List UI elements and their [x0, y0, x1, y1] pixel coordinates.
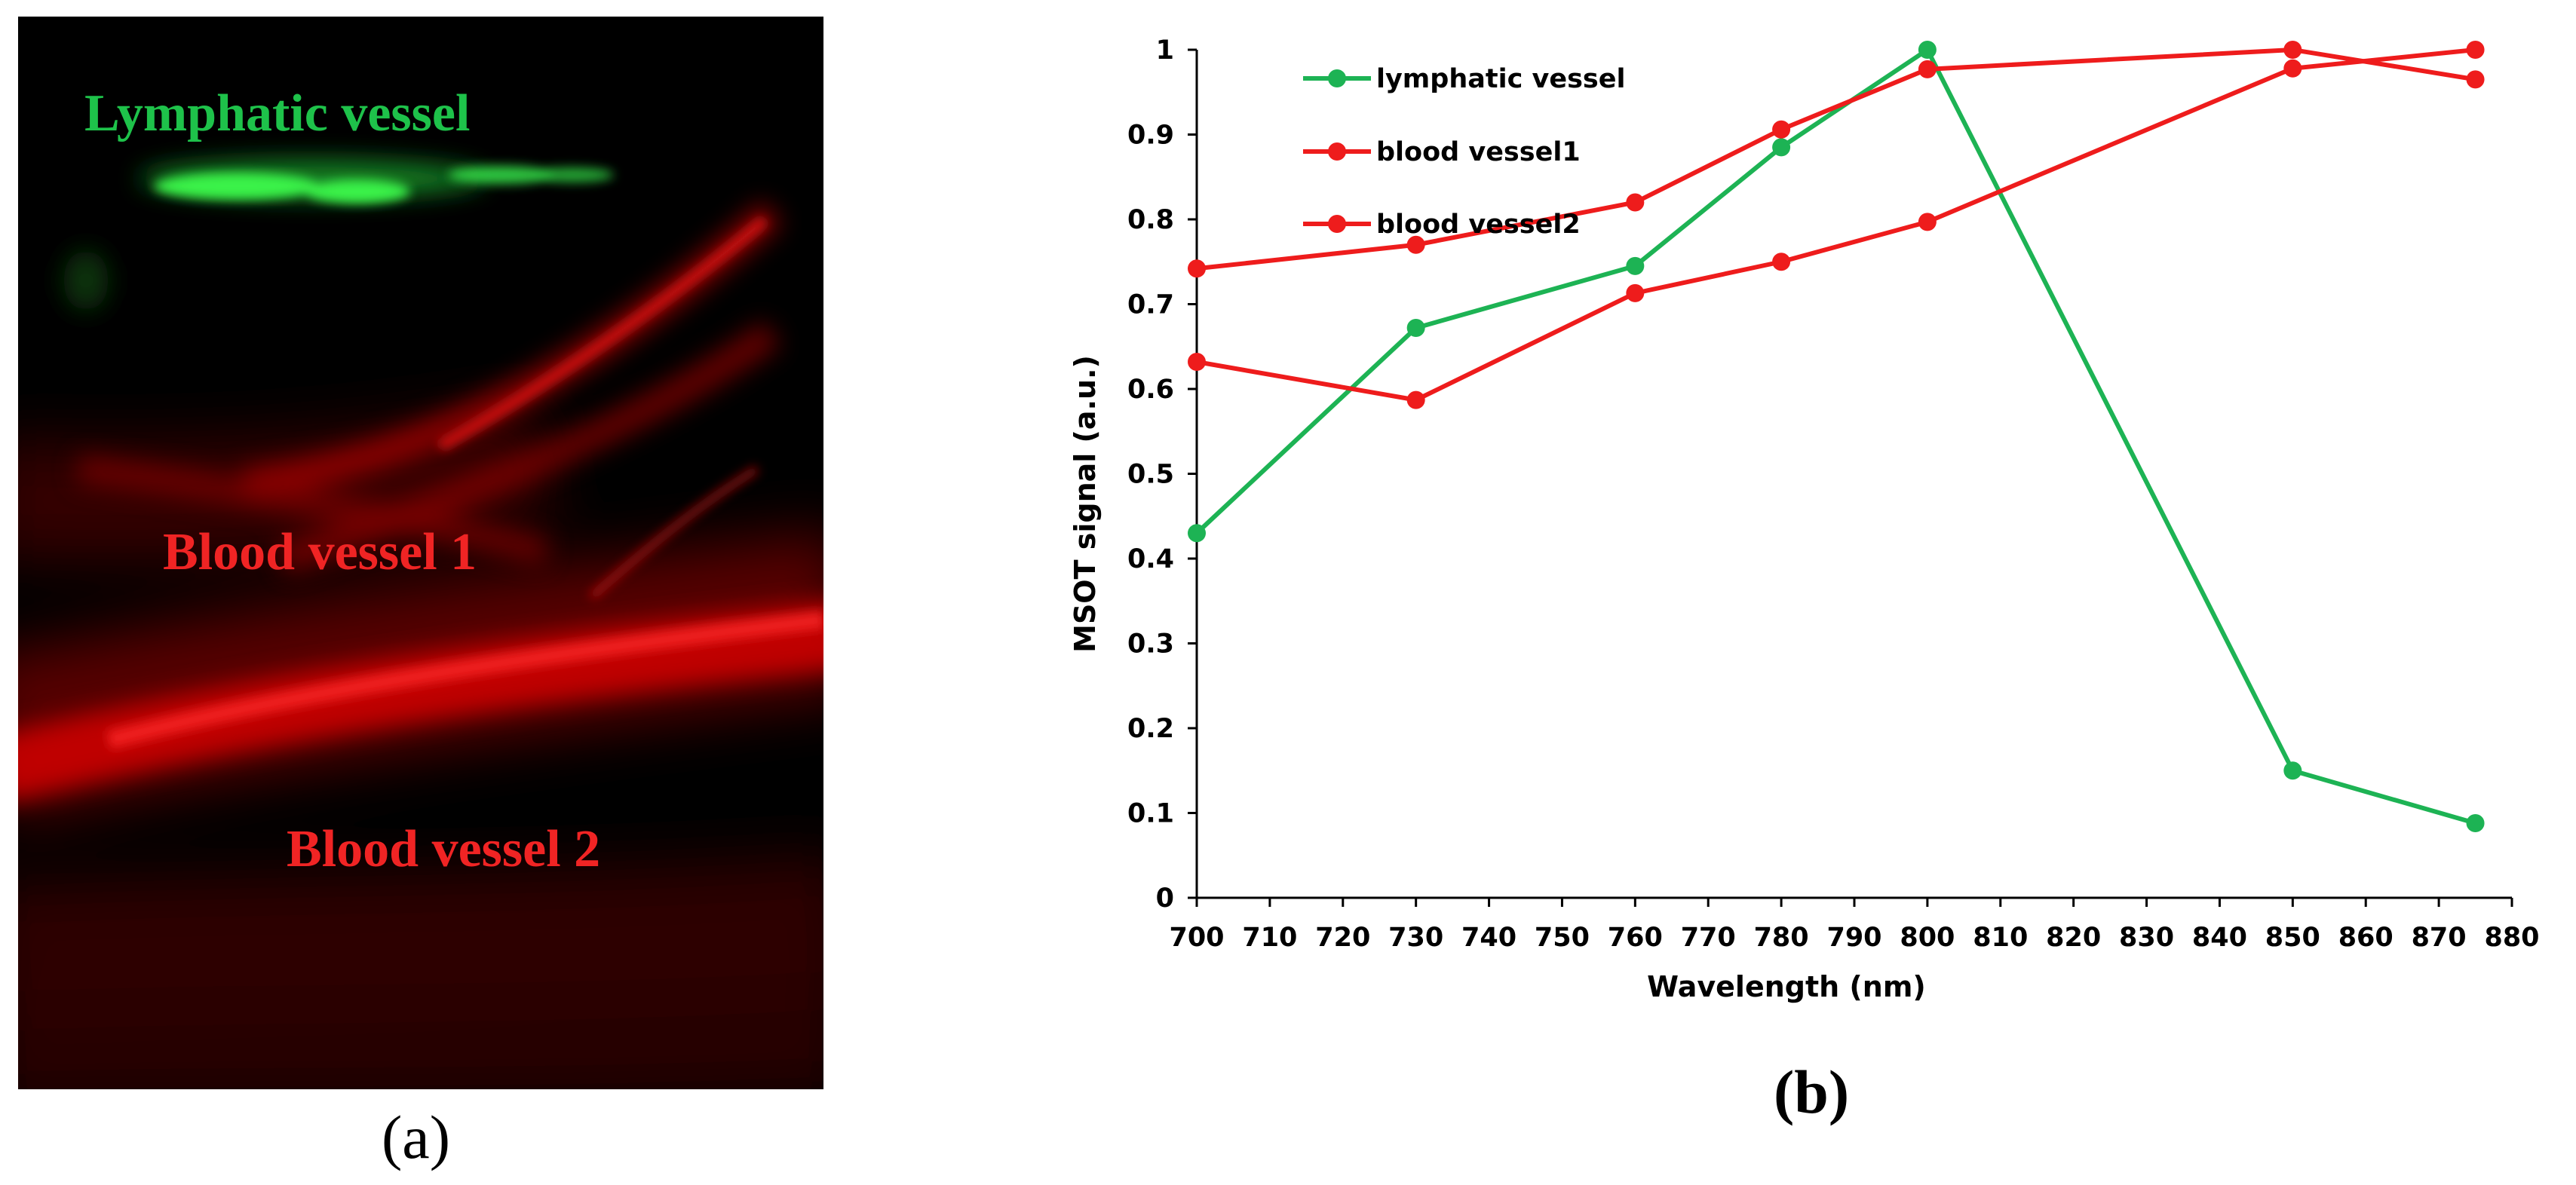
- data-point: [1626, 283, 1645, 302]
- chart-series: [1188, 41, 2485, 832]
- x-tick-label: 860: [2338, 923, 2394, 953]
- legend-label: blood vessel2: [1376, 210, 1581, 240]
- data-point: [1772, 253, 1791, 271]
- data-point: [1918, 213, 1937, 231]
- data-point: [2466, 70, 2485, 89]
- x-tick-label: 850: [2265, 923, 2320, 953]
- data-point: [1406, 390, 1425, 409]
- legend-label: blood vessel1: [1376, 137, 1581, 167]
- x-tick-label: 800: [1900, 923, 1955, 953]
- data-point: [1406, 235, 1425, 254]
- y-tick-label: 0.7: [1127, 290, 1174, 320]
- y-tick-label: 0.1: [1127, 799, 1174, 829]
- y-tick-label: 0.2: [1127, 714, 1174, 744]
- legend-swatch-marker: [1328, 142, 1346, 161]
- fluorescence-image: Lymphatic vessel Blood vessel 1 Blood ve…: [18, 17, 823, 1089]
- x-axis-title: Wavelength (nm): [1647, 970, 1926, 1003]
- data-point: [2283, 59, 2302, 78]
- x-tick-label: 820: [2046, 923, 2101, 953]
- legend-label: lymphatic vessel: [1376, 64, 1625, 94]
- x-tick-label: 750: [1535, 923, 1590, 953]
- data-point: [1188, 353, 1206, 371]
- fluorescence-image-graphic: [18, 17, 823, 1089]
- data-point: [1626, 193, 1645, 212]
- data-point: [1406, 319, 1425, 337]
- label-blood-vessel-2: Blood vessel 2: [287, 820, 601, 878]
- x-tick-label: 780: [1754, 923, 1809, 953]
- data-point: [2283, 41, 2302, 59]
- y-tick-label: 1: [1156, 35, 1174, 66]
- x-tick-label: 710: [1242, 923, 1297, 953]
- x-tick-label: 740: [1461, 923, 1516, 953]
- y-tick-label: 0.3: [1127, 629, 1174, 660]
- x-tick-label: 730: [1388, 923, 1443, 953]
- data-point: [1918, 41, 1937, 59]
- y-axis-title: MSOT signal (a.u.): [1069, 355, 1102, 653]
- y-tick-label: 0.8: [1127, 205, 1174, 235]
- data-point: [2466, 814, 2485, 832]
- x-tick-label: 840: [2192, 923, 2247, 953]
- y-tick-label: 0: [1156, 883, 1174, 914]
- x-tick-label: 720: [1315, 923, 1370, 953]
- data-point: [1188, 259, 1206, 278]
- series-blood-vessel2: [1188, 41, 2485, 409]
- data-point: [1772, 138, 1791, 157]
- label-lymphatic-vessel: Lymphatic vessel: [84, 84, 471, 142]
- data-point: [2466, 41, 2485, 59]
- data-point: [2283, 761, 2302, 780]
- legend-item: lymphatic vessel: [1303, 64, 1625, 94]
- data-point: [1772, 120, 1791, 139]
- chart-legend: lymphatic vessel blood vessel1 blood vesse…: [1303, 64, 1625, 240]
- x-tick-label: 830: [2119, 923, 2174, 953]
- x-tick-label: 870: [2412, 923, 2467, 953]
- legend-item: blood vessel2: [1303, 210, 1581, 240]
- legend-swatch-marker: [1328, 69, 1346, 87]
- x-tick-label: 760: [1608, 923, 1663, 953]
- data-point: [1918, 60, 1937, 78]
- y-tick-label: 0.9: [1127, 121, 1174, 151]
- y-tick-label: 0.4: [1127, 544, 1174, 574]
- x-tick-label: 880: [2484, 923, 2539, 953]
- chart-axes: 700 710 720 730 740 750 760 770 780 790 800 810 820 8…: [1127, 35, 2540, 953]
- series-blood-vessel1: [1188, 41, 2485, 278]
- y-tick-label: 0.5: [1127, 460, 1174, 490]
- data-point: [1626, 256, 1645, 275]
- label-blood-vessel-1: Blood vessel 1: [163, 523, 477, 581]
- caption-panel-b: (b): [1774, 1058, 1850, 1126]
- data-point: [1188, 524, 1206, 543]
- caption-panel-a: (a): [382, 1103, 451, 1171]
- legend-swatch-marker: [1328, 215, 1346, 233]
- x-tick-label: 810: [1973, 923, 2028, 953]
- x-tick-label: 790: [1826, 923, 1881, 953]
- legend-item: blood vessel1: [1303, 137, 1581, 167]
- x-tick-label: 700: [1169, 923, 1224, 953]
- y-tick-label: 0.6: [1127, 375, 1174, 405]
- x-tick-label: 770: [1681, 923, 1736, 953]
- series-lymphatic-vessel: [1188, 41, 2485, 832]
